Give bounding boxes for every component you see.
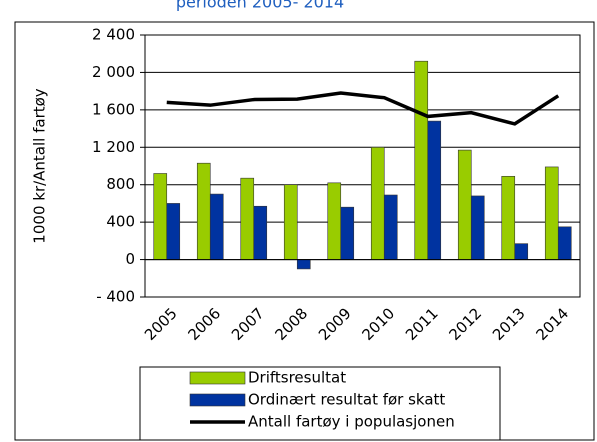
bar [544, 166, 559, 260]
y-tick-label: - 400 [96, 288, 135, 306]
bar [153, 173, 168, 260]
bar [557, 226, 572, 260]
x-tick-label: 2006 [185, 304, 225, 344]
x-tick-label: 2008 [272, 304, 312, 344]
x-tick-label: 2014 [533, 304, 573, 344]
bar [370, 146, 385, 260]
bar [427, 120, 442, 260]
bar [283, 184, 298, 260]
y-tick-label: 1 600 [92, 100, 135, 118]
chart-title: perioden 2005- 2014 [176, 0, 344, 12]
legend-swatch [189, 393, 246, 407]
bar [501, 175, 516, 260]
bar [383, 194, 398, 260]
legend-label: Antall fartøy i populasjonen [248, 413, 455, 431]
x-tick-label: 2005 [141, 304, 181, 344]
y-tick-label: 1 200 [92, 138, 135, 156]
legend-label: Driftsresultat [248, 369, 346, 387]
bar [470, 195, 485, 260]
line-series [166, 91, 560, 126]
bar [196, 162, 211, 260]
y-tick-label: 2 400 [92, 26, 135, 44]
bar [414, 60, 429, 260]
legend-label: Ordinært resultat før skatt [248, 391, 445, 409]
bar [340, 206, 355, 260]
y-axis-label: 1000 kr/Antall fartøy [31, 88, 49, 243]
x-tick-label: 2012 [446, 304, 486, 344]
y-tick-label: 2 000 [92, 63, 135, 81]
bar [253, 205, 268, 260]
x-tick-label: 2010 [359, 304, 399, 344]
bar [209, 193, 224, 260]
bar [327, 182, 342, 260]
bar [457, 149, 472, 260]
y-tick-label: 800 [106, 175, 135, 193]
x-tick-label: 2011 [402, 304, 442, 344]
bar [240, 177, 255, 260]
legend-swatch [189, 371, 246, 385]
x-tick-label: 2007 [228, 304, 268, 344]
bar [296, 259, 311, 270]
x-tick-label: 2013 [489, 304, 529, 344]
y-tick-label: 400 [106, 213, 135, 231]
bar [514, 243, 529, 260]
y-tick-label: 0 [125, 250, 135, 268]
x-tick-label: 2009 [315, 304, 355, 344]
bar [166, 203, 181, 260]
